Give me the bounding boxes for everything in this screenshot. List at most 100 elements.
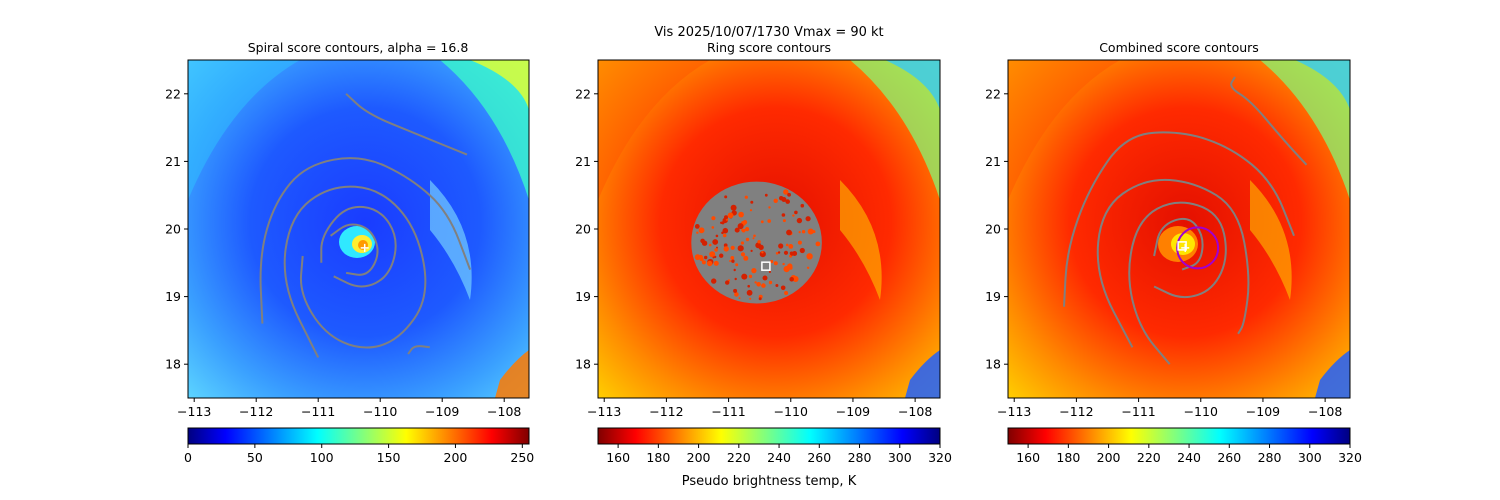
ring-gap bbox=[748, 274, 753, 279]
ring-gap bbox=[740, 241, 745, 245]
ring-gap bbox=[785, 199, 790, 204]
ring-gap bbox=[789, 277, 794, 282]
ring-gap bbox=[731, 259, 735, 263]
ring-gap bbox=[698, 227, 705, 234]
ring-gap bbox=[789, 251, 794, 256]
ring-gap bbox=[714, 255, 717, 259]
x-tick-label: −111 bbox=[1121, 404, 1155, 419]
ring-gap bbox=[785, 243, 789, 247]
colorbar-tick-label: 0 bbox=[184, 450, 192, 465]
colorbar-tick-label: 240 bbox=[1177, 450, 1201, 465]
colorbar-tick-label: 50 bbox=[247, 450, 263, 465]
ring-gap bbox=[715, 234, 719, 238]
colorbar-label: Pseudo brightness temp, K bbox=[682, 474, 857, 489]
ring-gap bbox=[707, 260, 713, 267]
ring-gap bbox=[694, 224, 700, 229]
ring-gap bbox=[780, 285, 786, 291]
ring-gap bbox=[699, 257, 704, 262]
x-axis: −113 −112 −111 −110 −109 −108 bbox=[587, 398, 932, 419]
y-tick-label: 21 bbox=[165, 154, 181, 169]
contour-line bbox=[320, 205, 397, 288]
contour-line bbox=[1096, 178, 1250, 348]
colorbar-tick-label: 260 bbox=[807, 450, 831, 465]
ring-gap bbox=[727, 212, 734, 219]
ring-gap bbox=[694, 254, 701, 261]
colorbar-tick-label: 150 bbox=[377, 450, 401, 465]
satellite-image bbox=[188, 60, 529, 398]
ring-gap bbox=[733, 288, 738, 293]
ring-gap bbox=[737, 223, 744, 230]
ring-gap bbox=[770, 259, 774, 264]
ring-gap bbox=[734, 277, 737, 281]
ring-gap bbox=[794, 210, 798, 215]
ring-gap bbox=[807, 228, 814, 235]
ring-gap bbox=[741, 273, 748, 280]
x-tick-label: −113 bbox=[587, 404, 621, 419]
ring-gap bbox=[734, 227, 740, 233]
ring-gap bbox=[700, 238, 705, 244]
ring-gap bbox=[750, 249, 753, 252]
ring-gap bbox=[778, 243, 784, 249]
ring-gap bbox=[767, 219, 771, 223]
colorbar-tick-label: 200 bbox=[687, 450, 711, 465]
contour-line bbox=[1128, 201, 1227, 365]
ring-gap bbox=[737, 245, 744, 252]
x-tick-label: −108 bbox=[1308, 404, 1342, 419]
ring-gap bbox=[758, 297, 762, 301]
ring-gap bbox=[730, 256, 735, 260]
colorbar-tick-label: 160 bbox=[606, 450, 630, 465]
y-tick-label: 22 bbox=[985, 86, 1001, 101]
ring-gap bbox=[801, 230, 806, 234]
ring-gap bbox=[714, 248, 718, 252]
ring-gap bbox=[760, 220, 764, 224]
ring-gap bbox=[724, 215, 728, 220]
colorbar-tick-label: 280 bbox=[848, 450, 872, 465]
ring-gap bbox=[722, 233, 727, 238]
ring-gap bbox=[704, 255, 708, 260]
contour-line bbox=[1063, 131, 1295, 307]
x-tick-label: −109 bbox=[1246, 404, 1280, 419]
contour-line bbox=[259, 157, 472, 324]
ring-gap bbox=[783, 250, 789, 255]
ring-gap bbox=[758, 244, 764, 250]
ring-gap bbox=[701, 260, 706, 265]
colorbar-tick-label: 180 bbox=[1056, 450, 1080, 465]
ring-score-region bbox=[691, 181, 822, 304]
ring-gap bbox=[730, 204, 737, 211]
colorbar-tick-label: 100 bbox=[310, 450, 334, 465]
x-tick-label: −111 bbox=[711, 404, 745, 419]
ring-gap bbox=[696, 231, 699, 234]
contour-line bbox=[1153, 217, 1204, 271]
ring-gap bbox=[812, 230, 816, 234]
colorbar: 160 180 200 220 240 260 280 300 320 bbox=[1007, 427, 1362, 465]
ring-gap bbox=[815, 241, 821, 247]
marker-layer bbox=[360, 243, 369, 252]
ring-gap bbox=[712, 256, 715, 259]
ring-gap bbox=[741, 228, 744, 232]
ring-gap bbox=[792, 214, 795, 217]
y-tick-label: 22 bbox=[165, 86, 181, 101]
x-tick-label: −113 bbox=[177, 404, 211, 419]
x-tick-label: −109 bbox=[836, 404, 870, 419]
y-tick-label: 19 bbox=[985, 289, 1001, 304]
ring-gap bbox=[744, 195, 748, 199]
y-tick-label: 20 bbox=[985, 222, 1001, 237]
x-tick-label: −112 bbox=[649, 404, 683, 419]
satellite-image bbox=[1008, 60, 1350, 398]
y-tick-label: 22 bbox=[575, 86, 591, 101]
ring-gap bbox=[806, 253, 813, 260]
colorbar-tick-label: 160 bbox=[1016, 450, 1040, 465]
colorbar: 0 50 100 150 200 250 bbox=[184, 427, 534, 465]
y-axis: 18 19 20 21 22 bbox=[165, 86, 188, 372]
ring-gap bbox=[756, 282, 761, 287]
y-tick-label: 19 bbox=[165, 289, 181, 304]
contour-layer bbox=[259, 93, 472, 358]
y-tick-label: 18 bbox=[575, 357, 591, 372]
y-axis: 18 19 20 21 22 bbox=[575, 86, 598, 372]
ring-gap bbox=[719, 253, 724, 258]
ring-gap bbox=[752, 237, 755, 240]
ring-gap bbox=[775, 252, 779, 255]
ring-gap bbox=[745, 237, 750, 242]
ring-gap bbox=[747, 284, 750, 288]
colorbar-tick-label: 200 bbox=[1097, 450, 1121, 465]
